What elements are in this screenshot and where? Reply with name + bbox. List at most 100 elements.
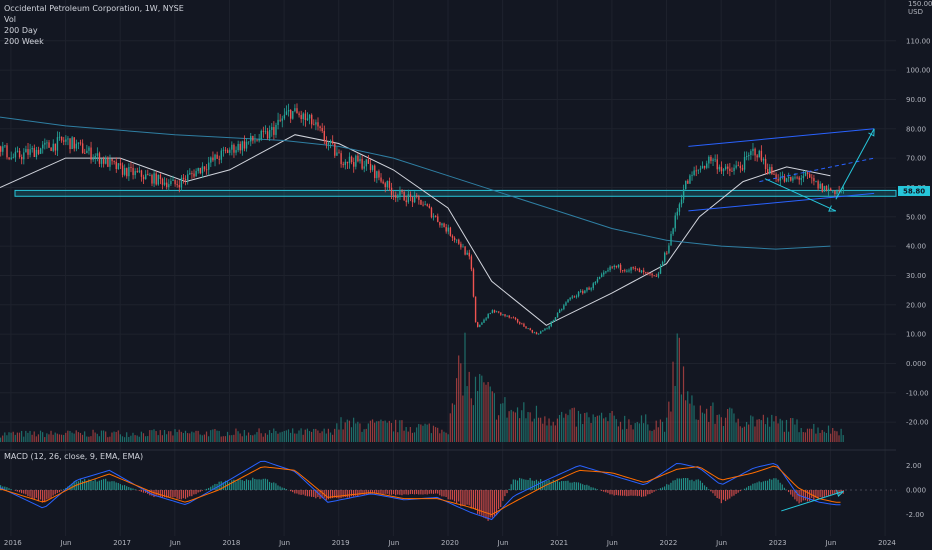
moving-average-lines <box>0 116 831 326</box>
volume-bar <box>718 414 720 442</box>
volume-bar <box>71 432 73 442</box>
candle-body <box>126 168 128 177</box>
macd-histogram-bar <box>794 490 796 500</box>
arrow-down-projection[interactable] <box>764 178 837 212</box>
ma-200-week-line[interactable] <box>0 116 831 250</box>
macd-histogram-bar <box>67 486 69 490</box>
macd-histogram-bar <box>502 490 504 501</box>
candle-body <box>718 166 721 170</box>
candle-body <box>388 181 391 188</box>
volume-bar <box>184 430 187 442</box>
channel-upper-line[interactable] <box>688 128 875 147</box>
macd-histogram-bar <box>752 483 754 490</box>
candle-body <box>8 157 10 160</box>
ma-200-day-legend-label[interactable]: 200 Day <box>4 26 38 35</box>
macd-histogram-bar <box>35 490 37 498</box>
volume-bar <box>565 413 567 442</box>
macd-histogram-bar <box>666 484 668 490</box>
volume-bar <box>830 433 832 442</box>
macd-tick-label: 2.00 <box>906 462 922 470</box>
candle-body <box>144 174 147 180</box>
candle-body <box>508 315 510 318</box>
macd-histogram-bar <box>462 490 464 506</box>
candle-body <box>598 276 601 280</box>
volume-bar <box>155 431 157 442</box>
candle-body <box>247 141 250 143</box>
volume-bar <box>205 431 208 442</box>
candle-body <box>65 139 67 142</box>
macd-histogram-bar <box>48 490 50 499</box>
candle-body <box>88 147 90 151</box>
macd-histogram-bar <box>424 490 426 495</box>
macd-histogram-bar <box>268 481 271 490</box>
macd-histogram-bar <box>197 490 199 493</box>
arrow-up-projection[interactable] <box>835 128 875 200</box>
volume-bar <box>138 436 140 442</box>
volume-bar <box>23 436 25 442</box>
candle-body <box>86 150 88 154</box>
macd-histogram-bar <box>796 490 798 502</box>
resistance-dashed-line[interactable] <box>759 157 875 183</box>
macd-histogram-bar <box>407 490 409 495</box>
macd-histogram-bar <box>516 480 519 490</box>
volume-bar <box>281 431 283 442</box>
volume-bar <box>321 431 323 442</box>
price-axis[interactable]: 110.00100.0090.0080.0070.0060.0050.0040.… <box>898 37 931 519</box>
support-zone-rect[interactable] <box>14 189 897 197</box>
candle-body <box>4 145 6 147</box>
volume-bar <box>821 430 823 442</box>
macd-signal-line[interactable] <box>0 465 841 516</box>
macd-divergence-arrow[interactable] <box>781 490 844 512</box>
candle-body <box>317 122 319 127</box>
candle-body <box>300 115 302 120</box>
macd-histogram-bar <box>487 490 489 521</box>
macd-legend-label[interactable]: MACD (12, 26, close, 9, EMA, EMA) <box>4 452 144 461</box>
volume-bar <box>113 431 115 442</box>
ma-200-week-legend-label[interactable]: 200 Week <box>4 37 44 46</box>
macd-histogram-bar <box>285 489 287 490</box>
volume-bar <box>464 332 466 442</box>
macd-histogram-bar <box>607 490 609 493</box>
volume-bar <box>140 431 142 442</box>
arrow-up-projection-head <box>868 128 875 137</box>
candle-body <box>827 188 830 191</box>
candle-body <box>411 197 414 203</box>
volume-bar <box>462 395 464 442</box>
macd-histogram-bar <box>579 483 582 490</box>
channel-lower-line[interactable] <box>688 192 875 212</box>
candle-body <box>481 322 483 325</box>
macd-histogram-bar <box>399 490 401 495</box>
macd-histogram-bar <box>262 478 264 490</box>
ma-200-day-line[interactable] <box>0 134 831 326</box>
candle-body <box>466 252 468 255</box>
candle-body <box>678 204 681 212</box>
volume-bar <box>661 421 664 442</box>
candle-body <box>210 157 212 163</box>
candle-body <box>73 137 75 149</box>
volume-bar <box>695 419 697 442</box>
volume-bar <box>264 433 266 442</box>
candle-body <box>157 174 159 185</box>
macd-histogram-bar <box>830 490 832 495</box>
volume-legend-label[interactable]: Vol <box>4 15 16 24</box>
macd-histogram-bar <box>289 490 292 492</box>
macd-histogram-bar <box>266 479 269 490</box>
time-axis[interactable]: 2016 Jun 2017 Jun 2018 Jun 2019 Jun 2020 Jun 2021 J… <box>4 539 897 547</box>
volume-bar <box>634 423 636 442</box>
macd-histogram-bar <box>672 480 674 490</box>
volume-bar <box>787 431 790 442</box>
macd-histogram-bar <box>617 490 619 496</box>
volume-bar <box>701 412 704 442</box>
volume-bar <box>798 432 800 442</box>
candle-body <box>21 156 23 160</box>
volume-bar <box>750 415 752 442</box>
macd-histogram-bar <box>453 490 456 502</box>
candle-body <box>237 143 239 151</box>
candle-body <box>422 204 424 206</box>
candle-body <box>306 118 309 120</box>
candle-body <box>458 239 460 244</box>
candle-body <box>16 150 19 152</box>
macd-tick-label: -2.00 <box>906 511 924 519</box>
macd-histogram-bar <box>199 490 201 492</box>
